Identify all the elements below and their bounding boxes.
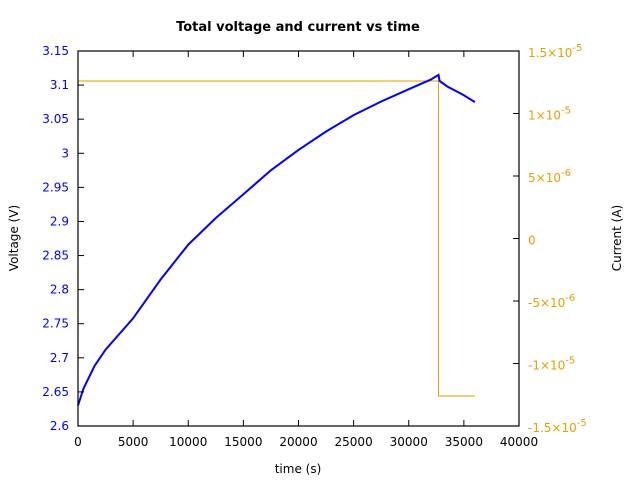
y2-tick-label: -1.5×10-5 [528, 418, 587, 435]
current-line [78, 80, 475, 397]
y-axis-voltage: 3.15 3.1 3.05 3 2.95 2.9 2.85 2.8 2.75 2.7 2.65 2.6 [42, 44, 84, 433]
x-tick-label: 25000 [335, 435, 373, 449]
x-tick-label: 10000 [169, 435, 207, 449]
y-tick-label: 2.8 [50, 283, 69, 297]
x-axis-label: time (s) [275, 462, 322, 476]
y2-axis-label: Current (A) [610, 205, 624, 271]
y-tick-label: 2.6 [50, 419, 69, 433]
x-tick-label: 40000 [500, 435, 538, 449]
plot-border [77, 50, 520, 427]
y2-tick-label: 5×10-6 [528, 168, 571, 185]
x-tick-label: 0 [74, 435, 82, 449]
x-tick-label: 15000 [224, 435, 262, 449]
plot-area [77, 73, 476, 406]
y-axis-current: 1.5×10-5 1×10-5 5×10-6 0 -5×10-6 -1×10-5 -1.5×… [513, 43, 587, 435]
voltage-line [77, 73, 476, 406]
y2-tick-label: 1.5×10-5 [528, 43, 582, 60]
y-tick-label: 2.95 [42, 180, 69, 194]
y-tick-label: 3.05 [42, 112, 69, 126]
y2-tick-label: -5×10-6 [528, 293, 575, 310]
x-axis: 0 5000 10000 15000 20000 25000 30000 35000 40000 [74, 51, 538, 449]
y-tick-label: 3 [61, 146, 69, 160]
y-tick-label: 2.9 [50, 214, 69, 228]
y-tick-label: 2.85 [42, 249, 69, 263]
y-tick-label: 2.65 [42, 385, 69, 399]
chart-title: Total voltage and current vs time [176, 20, 420, 35]
y2-tick-label: 1×10-5 [528, 106, 571, 123]
y2-tick-label: -1×10-5 [528, 356, 575, 373]
y-tick-label: 2.7 [50, 351, 69, 365]
x-tick-label: 20000 [279, 435, 317, 449]
y-axis-label: Voltage (V) [7, 205, 21, 271]
x-tick-label: 35000 [445, 435, 483, 449]
y-tick-label: 3.1 [50, 78, 69, 92]
x-tick-label: 5000 [118, 435, 149, 449]
y-tick-label: 3.15 [42, 44, 69, 58]
y2-tick-label: 0 [528, 234, 536, 248]
y-tick-label: 2.75 [42, 317, 69, 331]
x-tick-label: 30000 [390, 435, 428, 449]
